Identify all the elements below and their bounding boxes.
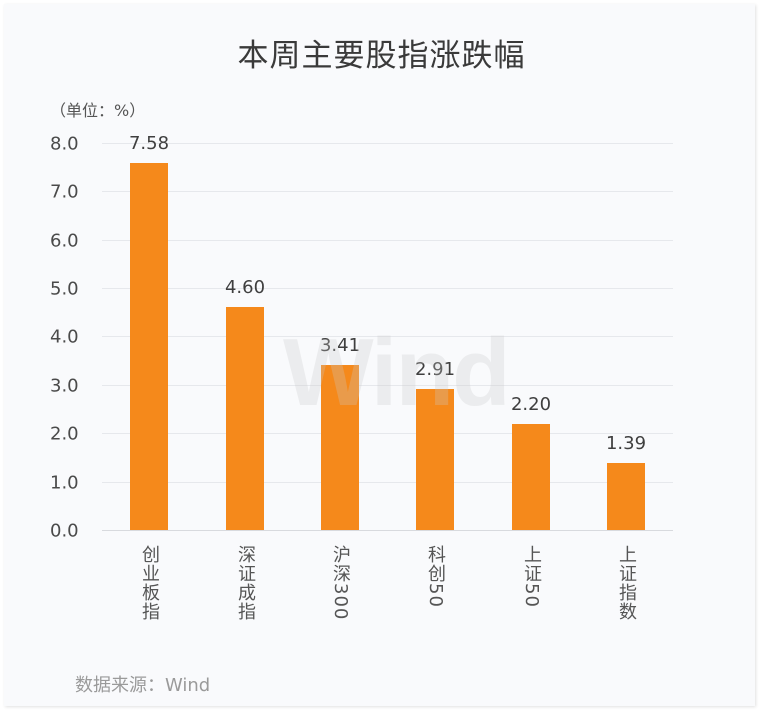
y-tick-label: 4.0 — [50, 326, 79, 348]
unit-label: （单位：%） — [50, 101, 146, 120]
bar-value-label: 7.58 — [128, 133, 170, 154]
y-tick-label: 3.0 — [50, 375, 79, 397]
gridline — [102, 482, 673, 483]
x-category-label: 上证指数 — [616, 545, 637, 621]
gridline — [102, 433, 673, 434]
y-tick-label: 2.0 — [50, 423, 79, 445]
bar-value-label: 2.20 — [510, 394, 552, 415]
gridline — [102, 143, 673, 144]
bar — [226, 307, 264, 530]
y-tick-label: 5.0 — [50, 278, 79, 300]
bar — [416, 389, 454, 530]
chart-card — [4, 4, 755, 706]
gridline — [102, 336, 673, 337]
watermark: Wind — [283, 319, 511, 426]
bar — [607, 463, 645, 530]
x-category-label: 上证50 — [521, 545, 542, 608]
bar-value-label: 2.91 — [414, 359, 456, 380]
x-category-label: 深证成指 — [235, 545, 256, 621]
x-category-label: 创业板指 — [139, 545, 160, 621]
y-tick-label: 6.0 — [50, 230, 79, 252]
bar — [321, 365, 359, 530]
bar-value-label: 4.60 — [224, 277, 266, 298]
y-tick-label: 0.0 — [50, 520, 79, 542]
chart-title: 本周主要股指涨跌幅 — [237, 38, 526, 74]
x-category-label: 科创50 — [425, 545, 446, 608]
data-source: 数据来源：Wind — [75, 675, 211, 696]
gridline — [102, 240, 673, 241]
gridline — [102, 288, 673, 289]
gridline — [102, 385, 673, 386]
bar — [512, 424, 550, 530]
x-category-label: 沪深300 — [330, 545, 351, 621]
bar-value-label: 1.39 — [605, 433, 647, 454]
x-axis-line — [102, 530, 673, 531]
gridline — [102, 191, 673, 192]
y-tick-label: 7.0 — [50, 181, 79, 203]
bar-value-label: 3.41 — [319, 335, 361, 356]
y-tick-label: 1.0 — [50, 472, 79, 494]
y-tick-label: 8.0 — [50, 133, 79, 155]
bar — [130, 163, 168, 530]
